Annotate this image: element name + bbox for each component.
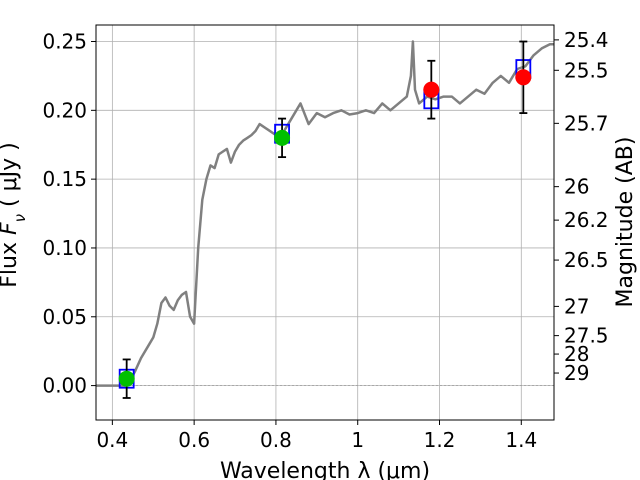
x-tick-label-2: 0.8 (260, 428, 292, 452)
plot-area (96, 40, 554, 399)
x-axis-ticks: 0.4 0.6 0.8 1 1.2 1.4 (96, 420, 537, 452)
y-axis-label-symbol: F (0, 222, 22, 235)
x-tick-label-5: 1.4 (505, 428, 537, 452)
right-tick-label-7: 27.5 (564, 324, 609, 348)
data-point-3 (515, 69, 532, 86)
data-point-2 (423, 81, 440, 98)
right-tick-label-2: 25.7 (564, 111, 609, 135)
y-tick-label-2: 0.10 (42, 236, 87, 260)
y-axis-label: Flux Fν ( μJy ) (0, 142, 29, 287)
right-tick-label-6: 27 (564, 294, 589, 318)
x-tick-label-1: 0.6 (178, 428, 210, 452)
right-tick-label-4: 26.2 (564, 208, 609, 232)
right-axis-label: Magnitude (AB) (613, 137, 638, 308)
right-tick-label-1: 25.5 (564, 58, 609, 82)
y-axis-label-flux: Flux (0, 235, 22, 288)
y-tick-label-3: 0.15 (42, 167, 87, 191)
y-axis-ticks: 0.00 0.05 0.10 0.15 0.20 0.25 (42, 30, 96, 398)
y-tick-label-1: 0.05 (42, 305, 87, 329)
y-axis-label-subscript: ν (11, 214, 29, 222)
grid-lines (96, 25, 554, 420)
right-tick-label-8: 28 (564, 342, 589, 366)
right-tick-label-3: 26 (564, 175, 589, 199)
y-axis-label-unit: ( μJy ) (0, 142, 22, 214)
data-point-1 (274, 129, 291, 146)
y-tick-label-4: 0.20 (42, 98, 87, 122)
axes-frame (95, 24, 555, 421)
right-tick-label-0: 25.4 (564, 28, 609, 52)
x-axis-label: Wavelength λ (μm) (220, 459, 430, 480)
data-point-0 (118, 370, 135, 387)
x-tick-label-0: 0.4 (96, 428, 128, 452)
y-tick-label-5: 0.25 (42, 30, 87, 54)
right-tick-label-9: 29 (564, 361, 589, 385)
y-tick-label-0: 0.00 (42, 374, 87, 398)
x-tick-label-3: 1 (351, 428, 364, 452)
right-tick-label-5: 26.5 (564, 248, 609, 272)
x-tick-label-4: 1.2 (424, 428, 456, 452)
